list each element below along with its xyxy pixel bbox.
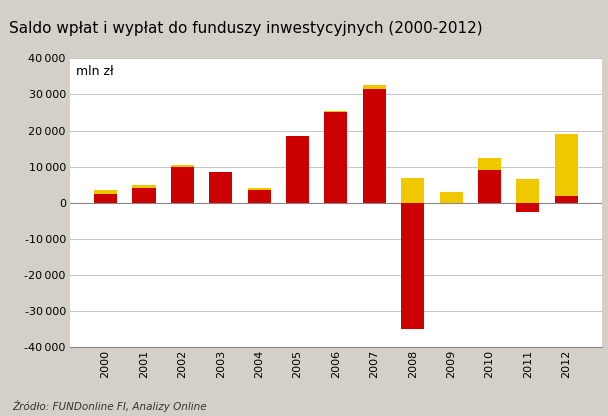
Bar	[247, 188, 271, 190]
Bar	[401, 203, 424, 329]
Bar	[516, 179, 539, 203]
Bar	[440, 192, 463, 203]
Bar	[325, 112, 347, 203]
Bar	[94, 190, 117, 194]
Text: Źródło: FUNDonline FI, Analizy Online: Źródło: FUNDonline FI, Analizy Online	[12, 400, 207, 412]
Bar	[171, 165, 194, 167]
Bar	[478, 158, 501, 170]
Bar	[363, 85, 386, 89]
Bar	[94, 194, 117, 203]
Bar	[286, 136, 309, 203]
Bar	[171, 167, 194, 203]
Bar	[554, 134, 578, 196]
Bar	[247, 190, 271, 203]
Bar	[401, 178, 424, 203]
Bar	[363, 89, 386, 203]
Text: Saldo wpłat i wypłat do funduszy inwestycyjnych (2000-2012): Saldo wpłat i wypłat do funduszy inwesty…	[9, 21, 483, 36]
Bar	[478, 170, 501, 203]
Bar	[133, 185, 156, 188]
Bar	[516, 203, 539, 212]
Bar	[554, 196, 578, 203]
Bar	[325, 111, 347, 112]
Bar	[209, 172, 232, 203]
Bar	[133, 188, 156, 203]
Text: mln zł: mln zł	[77, 65, 114, 79]
